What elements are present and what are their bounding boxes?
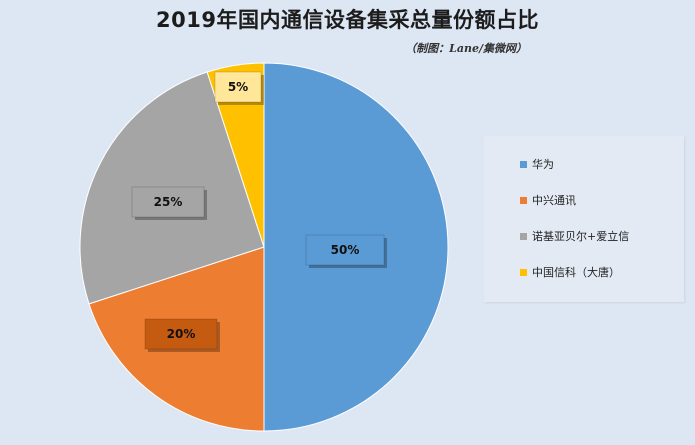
legend-label: 中国信科（大唐） bbox=[532, 266, 620, 279]
chart-legend: 华为中兴通讯诺基亚贝尔+爱立信 中国信科（大唐） bbox=[484, 136, 684, 302]
legend-item: 华为 bbox=[520, 156, 554, 172]
legend-swatch bbox=[520, 232, 527, 240]
pie-slice bbox=[206, 62, 265, 248]
legend-label: 中兴通讯 bbox=[532, 194, 576, 207]
data-label: 50% bbox=[305, 234, 387, 268]
data-label: 25% bbox=[131, 186, 207, 220]
svg-text:5%: 5% bbox=[228, 80, 248, 94]
legend-swatch bbox=[520, 160, 527, 168]
chart-subtitle: （制图：Lane/集微网） bbox=[405, 42, 527, 55]
legend-label: 诺基亚贝尔+爱立信 bbox=[532, 230, 630, 243]
data-label: 5% bbox=[214, 71, 264, 105]
svg-text:50%: 50% bbox=[331, 243, 360, 257]
data-label: 20% bbox=[144, 318, 220, 352]
legend-item: 中兴通讯 bbox=[520, 192, 576, 208]
svg-text:20%: 20% bbox=[167, 327, 196, 341]
svg-text:25%: 25% bbox=[154, 195, 183, 209]
chart-title: 2019年国内通信设备集采总量份额占比 bbox=[156, 8, 539, 32]
legend-label: 华为 bbox=[532, 158, 554, 171]
legend-item: 诺基亚贝尔+爱立信 bbox=[520, 228, 629, 244]
legend-swatch bbox=[520, 268, 527, 276]
legend-item: 中国信科（大唐） bbox=[520, 264, 620, 280]
legend-swatch bbox=[520, 196, 527, 204]
